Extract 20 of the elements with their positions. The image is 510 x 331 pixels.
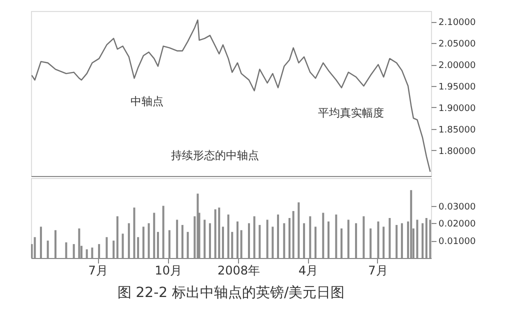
y-tick-label: 1.80000: [438, 146, 476, 157]
x-tick-label: 7月: [88, 264, 108, 278]
y-tick-label: 1.85000: [438, 125, 476, 136]
y-tick-label: 0.01000: [438, 237, 476, 248]
text: 图 22-2 标出中轴点的英镑/美元日图: [117, 285, 345, 301]
x-tick-label: 7月: [368, 264, 388, 278]
y-tick-label: 2.00000: [438, 61, 476, 72]
y-tick-label: 0.03000: [438, 202, 476, 212]
annotation: 平均真实幅度: [318, 106, 384, 120]
annotation: 中轴点: [130, 94, 164, 108]
x-tick-label: 4月: [298, 264, 318, 278]
annotation: 持续形态的中轴点: [171, 149, 259, 162]
y-tick-label: 2.10000: [438, 18, 476, 28]
x-tick-label: 10月: [154, 264, 182, 278]
x-tick-label: 2008年: [217, 264, 260, 278]
line-series: [31, 19, 431, 172]
y-tick-label: 1.95000: [438, 82, 476, 92]
y-tick-label: 0.02000: [438, 220, 476, 230]
y-tick-label: 1.90000: [438, 104, 476, 114]
y-tick-label: 2.05000: [438, 40, 476, 50]
